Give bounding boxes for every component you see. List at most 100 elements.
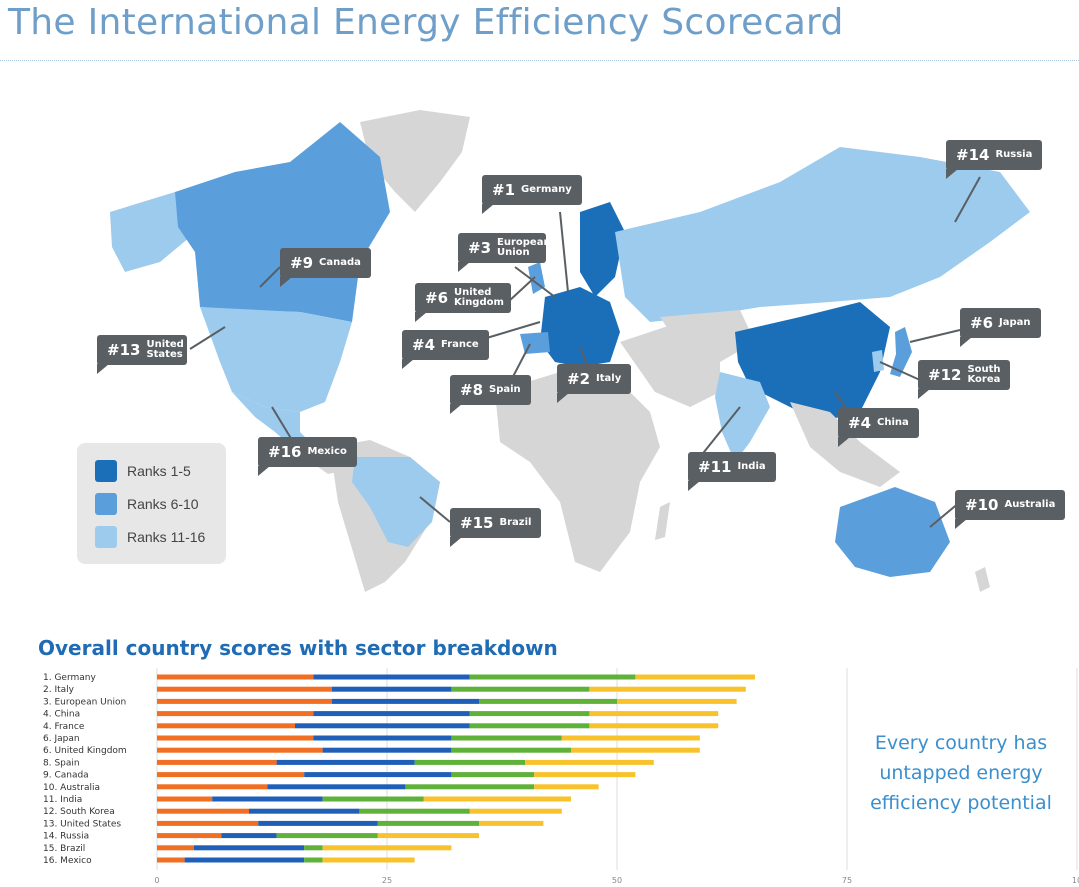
page-title: The International Energy Efficiency Scor… <box>8 2 844 43</box>
united-states <box>200 307 352 412</box>
callout-rank: #6 <box>970 314 994 332</box>
callout-country: Japan <box>999 317 1031 328</box>
bar-segment <box>157 735 314 741</box>
bar-segment <box>561 735 700 741</box>
callout-rank: #8 <box>460 381 484 399</box>
spain <box>520 332 550 354</box>
bar-segment <box>157 686 332 692</box>
bar-segment <box>258 820 378 826</box>
legend-item-ranks-6-10: Ranks 6-10 <box>95 493 199 515</box>
bar-segment <box>249 808 360 814</box>
bar-segment <box>157 833 222 839</box>
callout-mexico: #16 Mexico <box>258 437 357 476</box>
category-label: 1. Germany <box>43 673 96 683</box>
bar-segment <box>157 674 314 680</box>
title-divider <box>0 60 1079 61</box>
callout-country: India <box>737 461 766 472</box>
category-label: 4. France <box>43 722 85 732</box>
european-union <box>540 287 620 367</box>
bar-segment <box>313 735 452 741</box>
country-scores-chart: 1. Germany 2. Italy 3. European Union 4. Ch… <box>43 668 1079 885</box>
world-map <box>110 110 1030 592</box>
callout-germany: #1 Germany <box>482 175 582 214</box>
callout-country: Canada <box>319 257 361 268</box>
bar-segment <box>331 686 452 692</box>
bar-segment <box>451 772 535 778</box>
category-label: 9. Canada <box>43 771 89 781</box>
bar-segment <box>469 808 562 814</box>
category-label: 2. Italy <box>43 685 75 695</box>
bar-segment <box>276 833 378 839</box>
callout-country: China <box>877 417 909 428</box>
legend-label: Ranks 6-10 <box>127 496 199 512</box>
south-korea <box>872 350 884 372</box>
callout-rank: #1 <box>492 181 516 199</box>
bar-segment <box>617 698 737 704</box>
bar-segment <box>377 820 479 826</box>
callout-country: United States <box>146 339 184 360</box>
bar-segment <box>157 857 185 863</box>
bar-segment <box>469 674 636 680</box>
category-label: 8. Spain <box>43 758 80 768</box>
callout-rank: #12 <box>928 366 962 384</box>
callout-italy: #2 Italy <box>557 364 632 403</box>
bar-segment <box>359 808 470 814</box>
bar-segment <box>157 759 277 765</box>
bar-segment <box>534 772 636 778</box>
category-label: 6. Japan <box>43 734 80 744</box>
bar-segment <box>423 796 571 802</box>
bar-segment <box>184 857 305 863</box>
greenland <box>360 110 470 212</box>
bar-segment <box>276 759 415 765</box>
category-label: 12. South Korea <box>43 807 115 817</box>
bar-segment <box>157 820 259 826</box>
bar-segment <box>479 698 617 704</box>
bar-segment <box>313 711 470 717</box>
callout-russia: #14 Russia <box>946 140 1043 179</box>
africa <box>495 372 660 572</box>
x-tick-label: 0 <box>154 876 159 885</box>
callout-canada: #9 Canada <box>280 248 371 287</box>
callout-united-states: #13 United States <box>97 335 187 374</box>
category-label: 15. Brazil <box>43 844 85 854</box>
bar-segment <box>304 845 323 851</box>
central-asia <box>660 310 755 362</box>
bar-segment <box>589 723 719 729</box>
callout-country: United Kingdom <box>454 287 504 308</box>
callout-rank: #13 <box>107 341 141 359</box>
callout-rank: #6 <box>425 289 449 307</box>
callout-rank: #10 <box>965 496 999 514</box>
bar-segment <box>157 808 249 814</box>
bar-segment <box>571 747 700 753</box>
legend-item-ranks-11-16: Ranks 11-16 <box>95 526 205 548</box>
map-legend: Ranks 1-5 Ranks 6-10 Ranks 11-16 <box>77 443 226 564</box>
chart-title: Overall country scores with sector break… <box>38 636 558 660</box>
category-label: 3. European Union <box>43 697 126 707</box>
callout-japan: #6 Japan <box>960 308 1041 347</box>
bar-segment <box>322 857 415 863</box>
india <box>715 372 770 462</box>
bar-segment <box>157 723 295 729</box>
callout-country: Russia <box>995 149 1033 160</box>
bar-segment <box>414 759 525 765</box>
bar-segment <box>589 686 746 692</box>
bar-segment <box>377 833 479 839</box>
callout-country: Germany <box>521 184 572 195</box>
callout-south-korea: #12 South Korea <box>918 360 1010 399</box>
bar-segment <box>221 833 277 839</box>
legend-swatch <box>95 526 117 548</box>
china <box>735 302 890 422</box>
callout-brazil: #15 Brazil <box>450 508 542 547</box>
callout-country: Australia <box>1004 499 1056 510</box>
x-tick-label: 75 <box>842 876 852 885</box>
bar-segment <box>479 820 544 826</box>
callout-country: European Union <box>497 237 551 258</box>
brazil <box>352 457 440 547</box>
category-label: 4. China <box>43 710 80 720</box>
australia <box>835 487 950 577</box>
callout-rank: #11 <box>698 458 732 476</box>
callout-country: Spain <box>489 384 521 395</box>
callout-country: Brazil <box>499 517 532 528</box>
legend-item-ranks-1-5: Ranks 1-5 <box>95 460 191 482</box>
legend-label: Ranks 1-5 <box>127 463 191 479</box>
